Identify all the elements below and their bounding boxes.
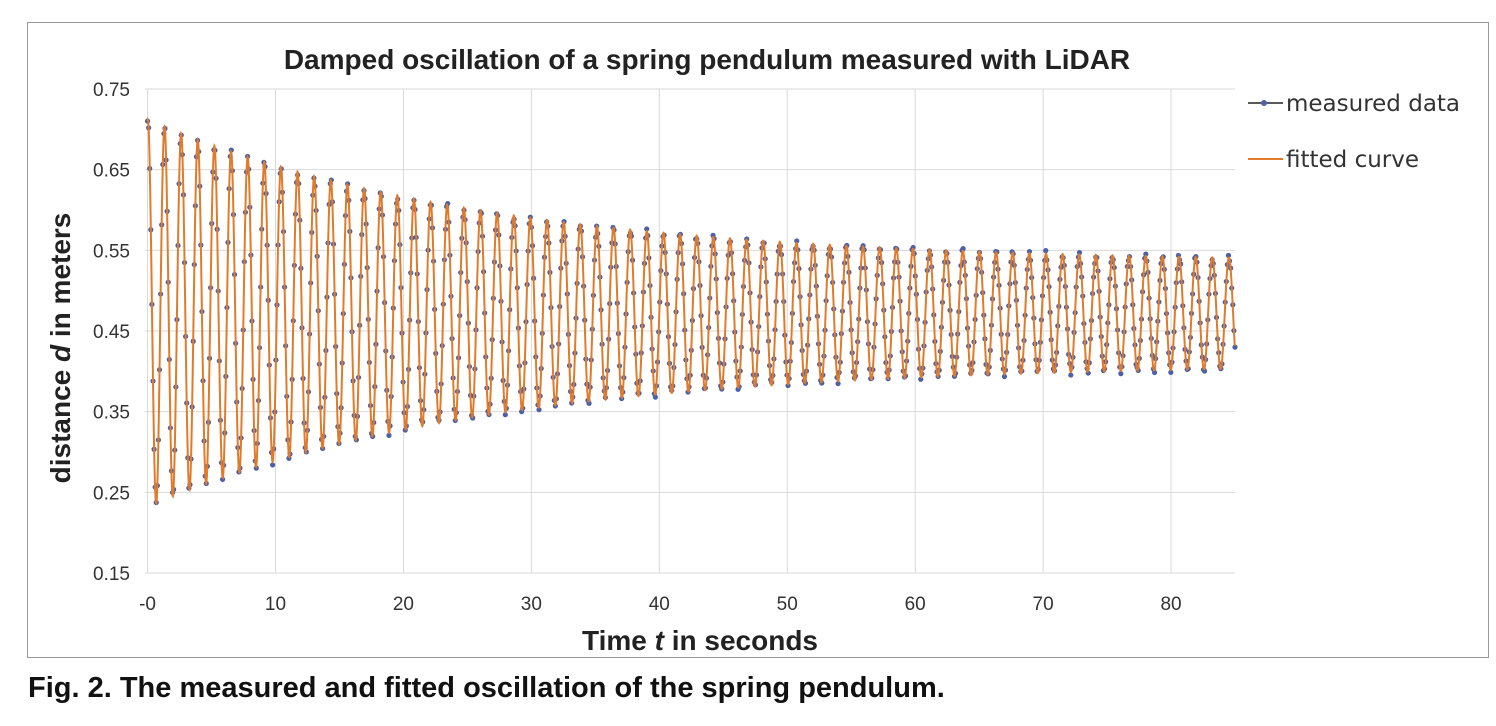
x-tick-label: 20 (393, 594, 414, 615)
chart-title: Damped oscillation of a spring pendulum … (284, 44, 1130, 75)
figure-caption: Fig. 2. The measured and fitted oscillat… (28, 672, 945, 704)
chart: 0.15 0.25 0.35 0.45 0.55 0.65 0.75 -0 10 20 30 40 50… (45, 44, 1460, 656)
y-axis-title-variable: d (45, 344, 76, 362)
x-axis-title: Time t in seconds (582, 625, 818, 656)
tick-labels: 0.15 0.25 0.35 0.45 0.55 0.65 0.75 -0 10 20 30 40 50… (93, 80, 1182, 615)
legend-marker-measured (1261, 100, 1267, 106)
legend-label-fitted: fitted curve (1286, 147, 1419, 173)
x-axis-title-part: in seconds (664, 625, 818, 656)
chart-frame: 0.15 0.25 0.35 0.45 0.55 0.65 0.75 -0 10 20 30 40 50… (27, 22, 1489, 658)
legend-item-measured: measured data (1248, 91, 1460, 117)
y-tick-label: 0.15 (93, 564, 130, 585)
y-axis-title-part: distance (45, 362, 76, 483)
y-axis-title-part: in meters (45, 213, 76, 345)
y-tick-label: 0.55 (93, 241, 130, 262)
legend-label-measured: measured data (1286, 91, 1460, 117)
x-tick-label: 80 (1160, 594, 1181, 615)
x-tick-label: -0 (139, 594, 156, 615)
measured-data-series (144, 118, 1238, 506)
y-tick-label: 0.65 (93, 161, 130, 182)
x-tick-label: 70 (1033, 594, 1054, 615)
x-tick-label: 60 (905, 594, 926, 615)
fitted-curve-line (146, 116, 1236, 506)
legend-item-fitted: fitted curve (1248, 147, 1419, 173)
fitted-curve-series (146, 116, 1236, 506)
x-axis-title-part: Time (582, 625, 655, 656)
y-axis-title: distance d in meters (45, 213, 76, 484)
legend: measured data fitted curve (1248, 91, 1460, 173)
x-tick-label: 30 (521, 594, 542, 615)
y-tick-label: 0.45 (93, 322, 130, 343)
x-tick-label: 10 (265, 594, 286, 615)
x-tick-label: 40 (649, 594, 670, 615)
y-tick-label: 0.75 (93, 80, 130, 101)
y-tick-label: 0.25 (93, 483, 130, 504)
x-tick-label: 50 (777, 594, 798, 615)
y-tick-label: 0.35 (93, 403, 130, 424)
grid (145, 88, 1235, 574)
x-axis-title-variable: t (655, 625, 666, 656)
